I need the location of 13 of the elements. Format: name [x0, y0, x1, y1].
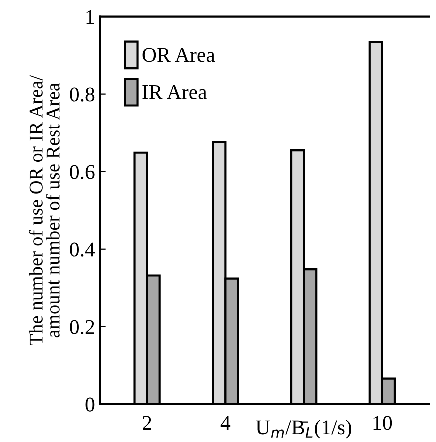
x-tick-label: 2 [143, 416, 152, 430]
y-tick-label: 0 [86, 398, 95, 412]
x-axis-title: U$_{m}$/B̄$_{L}$(1/s) [256, 420, 352, 439]
legend-label: IR Area [142, 85, 208, 100]
y-tick-label: 1 [86, 10, 94, 24]
y-tick-label: 0.4 [70, 242, 96, 257]
x-tick-label: 10 [374, 416, 392, 430]
y-tick-label: 0.2 [70, 320, 94, 334]
y-axis-title: The number of use OR or IR Area/ amount number of use Rest Area [29, 75, 60, 346]
y-tick-label: 0.8 [70, 88, 95, 102]
y-tick-label: 0.6 [70, 165, 95, 180]
legend-label: OR Area [142, 48, 216, 62]
x-tick-label: 4 [220, 416, 231, 430]
